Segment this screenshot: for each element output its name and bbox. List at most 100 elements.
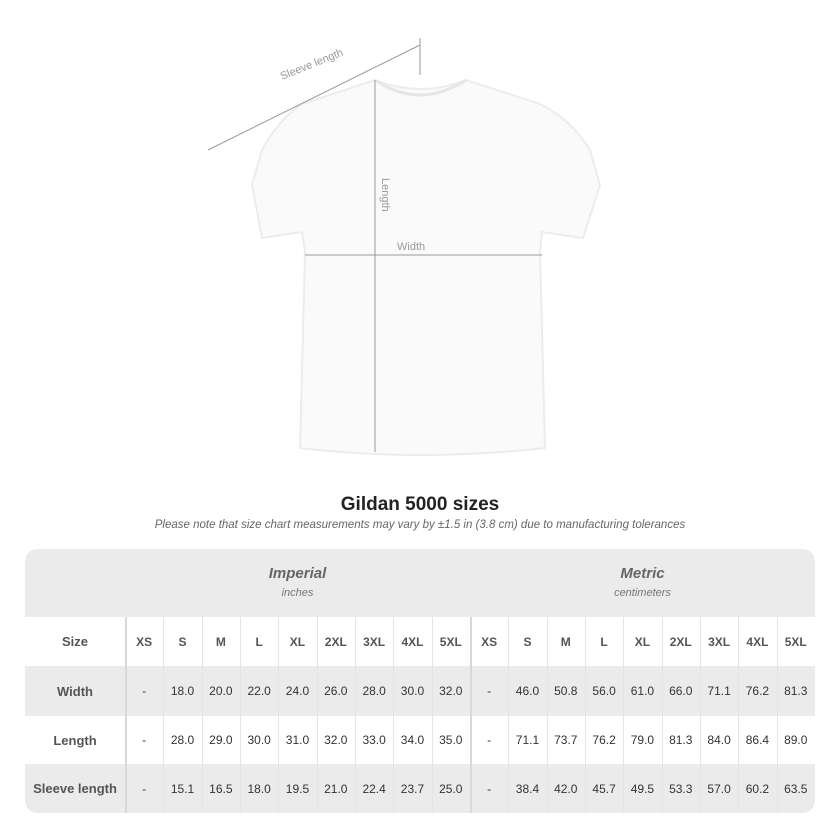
imperial-value-cell: 22.0: [247, 684, 271, 698]
column-divider: [584, 617, 586, 813]
tshirt-diagram: Sleeve length Length Width: [207, 38, 602, 456]
metric-value-cell: 57.0: [707, 781, 731, 796]
metric-value-cell: 79.0: [630, 733, 655, 747]
metric-value-cell: 71.1: [707, 684, 731, 698]
size-header-cell: L: [600, 634, 608, 649]
table-row: Length - 28.0 29.0 30.0 31.0 32.0 33.0 34.0 35.0 -…: [25, 716, 815, 764]
imperial-value-cell: 34.0: [400, 733, 425, 747]
metric-value-cell: 63.5: [784, 781, 808, 796]
metric-value-cell: 89.0: [784, 733, 808, 747]
metric-value-cell: 81.3: [784, 684, 808, 698]
column-divider: [661, 617, 663, 813]
imperial-value-cell: 26.0: [324, 684, 348, 698]
tshirt-shape: [250, 78, 602, 456]
imperial-value-cell: 24.0: [285, 684, 310, 698]
metric-value-cell: 71.1: [515, 733, 540, 747]
size-header-cell: S: [178, 634, 187, 649]
column-divider: [508, 617, 510, 813]
metric-value-cell: -: [487, 733, 492, 747]
size-header-cell: S: [523, 634, 532, 649]
column-divider: [354, 617, 356, 813]
imperial-value-cell: -: [142, 684, 147, 698]
metric-value-cell: 46.0: [515, 684, 540, 698]
column-divider: [776, 617, 778, 813]
row-label: Length: [53, 732, 97, 748]
size-header-cell: 5XL: [784, 634, 807, 649]
size-label: Size: [61, 634, 88, 649]
metric-value-cell: 38.4: [515, 781, 540, 796]
column-divider: [201, 617, 203, 813]
imperial-value-cell: 15.1: [170, 781, 195, 796]
size-header-row: Size XS S M L XL 2XL 3XL 4XL 5XL XS S M L XL 2XL 3XL 4XL 5…: [25, 617, 815, 666]
size-header-cell: M: [560, 634, 571, 649]
metric-value-cell: 45.7: [592, 781, 616, 796]
imperial-value-cell: 35.0: [439, 733, 463, 747]
imperial-value-cell: 31.0: [285, 733, 310, 747]
imperial-value-cell: 22.4: [362, 781, 386, 796]
size-header-cell: 4XL: [746, 634, 769, 649]
header-band: [25, 549, 815, 617]
metric-value-cell: 76.2: [592, 733, 616, 747]
metric-value-cell: -: [487, 781, 492, 796]
table-row: Width - 18.0 20.0 22.0 24.0 26.0 28.0 30.0 32.0 - 4…: [25, 666, 815, 716]
imperial-value-cell: 18.0: [247, 781, 271, 796]
imperial-value-cell: 33.0: [362, 733, 386, 747]
size-header-cell: M: [215, 634, 226, 649]
size-header-cell: 3XL: [363, 634, 386, 649]
imperial-value-cell: 28.0: [170, 733, 195, 747]
metric-value-cell: 84.0: [707, 733, 731, 747]
metric-header: Metric centimeters: [614, 565, 671, 599]
metric-value-cell: 61.0: [630, 684, 655, 698]
width-label: Width: [397, 241, 425, 253]
metric-value-cell: 81.3: [669, 733, 693, 747]
imperial-value-cell: 32.0: [439, 684, 463, 698]
size-header-cell: XL: [634, 634, 651, 649]
column-divider: [239, 617, 241, 813]
metric-value-cell: 60.2: [745, 781, 770, 796]
page-title: Gildan 5000 sizes: [340, 494, 500, 515]
sleeve-length-label: Sleeve length: [279, 47, 345, 83]
row-label: Sleeve length: [33, 781, 117, 796]
metric-value-cell: 42.0: [554, 781, 578, 796]
size-header-cell: 3XL: [708, 634, 731, 649]
table-row: Sleeve length - 15.1 16.5 18.0 19.5 21.0 22.4 23…: [25, 764, 815, 813]
imperial-value-cell: 23.7: [400, 781, 425, 796]
tolerance-note: Please note that size chart measurements…: [154, 519, 686, 531]
column-divider: [623, 617, 625, 813]
size-header-cell: L: [255, 634, 263, 649]
imperial-value-cell: 28.0: [362, 684, 386, 698]
imperial-value-cell: -: [142, 733, 147, 747]
size-header-cell: 2XL: [669, 634, 692, 649]
imperial-value-cell: 20.0: [209, 684, 233, 698]
column-divider: [125, 617, 127, 813]
column-divider: [546, 617, 548, 813]
imperial-value-cell: 18.0: [170, 684, 195, 698]
imperial-header: Imperial inches: [268, 565, 327, 599]
length-label: Length: [379, 178, 391, 212]
metric-value-cell: 86.4: [745, 733, 770, 747]
imperial-value-cell: 16.5: [209, 781, 233, 796]
column-divider: [431, 617, 433, 813]
size-header-cell: XS: [136, 634, 153, 649]
imperial-value-cell: 29.0: [209, 733, 233, 747]
size-header-cell: 4XL: [401, 634, 424, 649]
column-divider: [469, 617, 472, 813]
imperial-value-cell: 19.5: [285, 781, 310, 796]
metric-value-cell: 49.5: [630, 781, 655, 796]
column-divider: [699, 617, 701, 813]
size-header-cell: XL: [289, 634, 306, 649]
metric-value-cell: 56.0: [592, 684, 616, 698]
imperial-value-cell: 30.0: [400, 684, 425, 698]
imperial-value-cell: 30.0: [247, 733, 271, 747]
column-divider: [738, 617, 740, 813]
column-divider: [163, 617, 165, 813]
sleeve-measure-line: [207, 44, 421, 151]
metric-value-cell: 53.3: [669, 781, 693, 796]
size-table: Imperial inches Metric centimeters Size X…: [25, 549, 815, 813]
metric-value-cell: -: [487, 684, 492, 698]
metric-value-cell: 73.7: [554, 733, 578, 747]
column-divider: [316, 617, 318, 813]
column-divider: [393, 617, 395, 813]
size-header-cell: XS: [481, 634, 498, 649]
size-header-cell: 2XL: [324, 634, 347, 649]
